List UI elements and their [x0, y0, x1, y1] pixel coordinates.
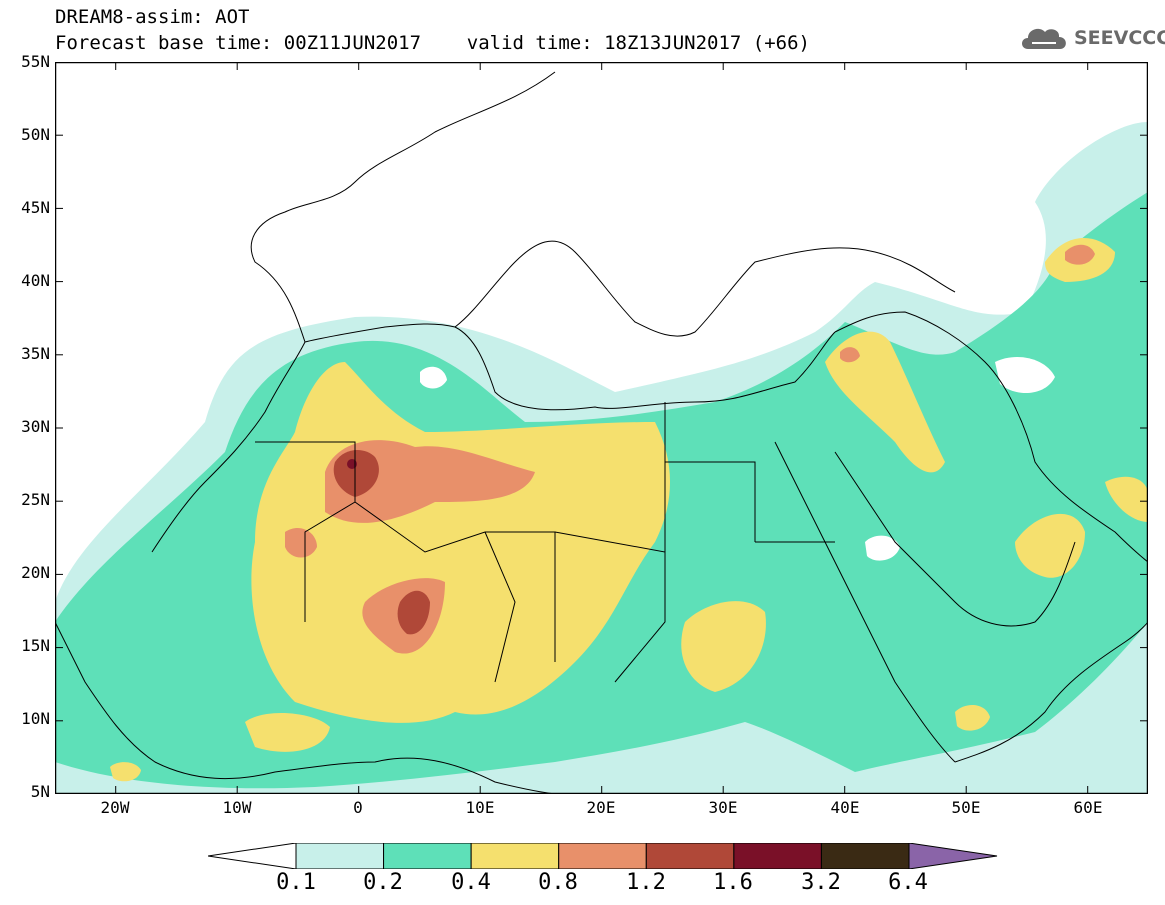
- colorbar-legend: [208, 843, 998, 869]
- lon-label-10e: 10E: [465, 798, 495, 817]
- colorbar-label-0-1: 0.1: [276, 870, 316, 895]
- colorbar-label-3-2: 3.2: [801, 870, 841, 895]
- lat-label-45n: 45N: [21, 198, 50, 217]
- colorbar-label-0-2: 0.2: [363, 870, 403, 895]
- lon-label-20w: 20W: [100, 798, 130, 817]
- lat-label-20n: 20N: [21, 563, 50, 582]
- colorbar-bin-4: [645, 843, 735, 869]
- colorbar-label-1-2: 1.2: [626, 870, 666, 895]
- colorbar-bin-2: [470, 843, 560, 869]
- aot-field: [55, 122, 1148, 794]
- lat-label-5n: 5N: [30, 782, 50, 801]
- coastlines: [55, 71, 1148, 794]
- lat-label-25n: 25N: [21, 490, 50, 509]
- lat-label-55n: 55N: [21, 52, 50, 71]
- map-title: DREAM8-assim: AOT: [55, 6, 250, 28]
- colorbar-bin-1: [383, 843, 472, 869]
- colorbar-under-arrow: [208, 843, 297, 869]
- aot-map: [55, 62, 1148, 794]
- axis-ticks: [55, 62, 1148, 794]
- lon-label-40e: 40E: [830, 798, 860, 817]
- lat-label-50n: 50N: [21, 125, 50, 144]
- colorbar-label-1-6: 1.6: [713, 870, 753, 895]
- colorbar-bin-6: [820, 843, 910, 869]
- lat-label-15n: 15N: [21, 636, 50, 655]
- lat-label-10n: 10N: [21, 709, 50, 728]
- lon-label-10w: 10W: [222, 798, 252, 817]
- lat-label-35n: 35N: [21, 344, 50, 363]
- seevccc-logo: SEEVCCC: [1018, 22, 1165, 54]
- colorbar-label-0-4: 0.4: [451, 870, 491, 895]
- lon-label-50e: 50E: [951, 798, 981, 817]
- colorbar-bin-5: [733, 843, 822, 869]
- colorbar-bin-3: [558, 843, 647, 869]
- lon-label-20e: 20E: [586, 798, 616, 817]
- lon-label-30e: 30E: [708, 798, 738, 817]
- forecast-time-subtitle: Forecast base time: 00Z11JUN2017 valid t…: [55, 32, 810, 54]
- lon-label-0: 0: [353, 798, 363, 817]
- colorbar-label-6-4: 6.4: [888, 870, 928, 895]
- cloud-icon: [1022, 28, 1066, 49]
- lon-label-60e: 60E: [1073, 798, 1103, 817]
- lat-label-30n: 30N: [21, 417, 50, 436]
- colorbar-over-arrow: [908, 843, 998, 869]
- logo-text: SEEVCCC: [1074, 27, 1165, 49]
- colorbar-bin-0: [295, 843, 385, 869]
- colorbar-label-0-8: 0.8: [538, 870, 578, 895]
- lat-label-40n: 40N: [21, 271, 50, 290]
